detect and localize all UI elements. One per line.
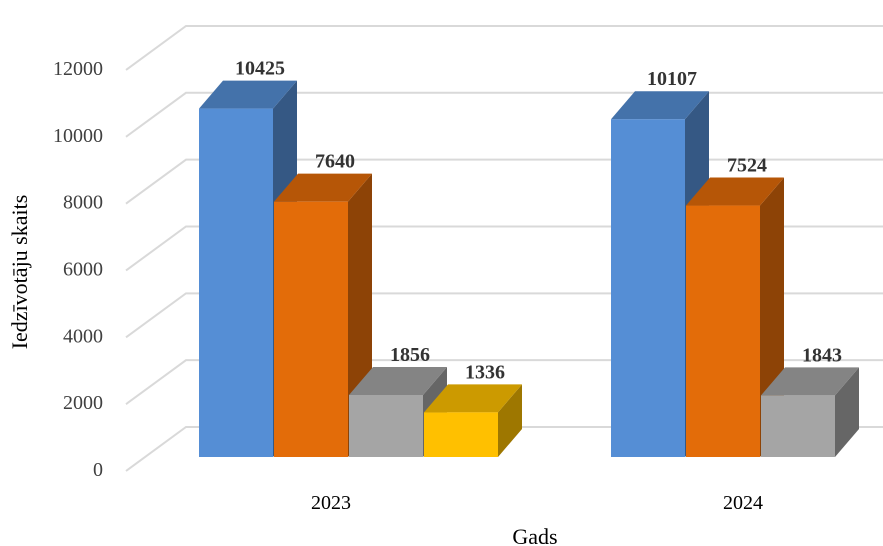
data-labels: 10425 7640 1856 1336 10107 7524 1843: [235, 58, 842, 384]
y-tick-label: 10000: [53, 125, 103, 147]
data-label: 1336: [465, 361, 505, 383]
bar: [199, 108, 273, 457]
y-axis-title: Iedzīvotāju skaits: [7, 195, 32, 350]
y-tick-label: 6000: [63, 258, 103, 280]
x-axis-title: Gads: [512, 524, 557, 546]
y-tick-label: 2000: [63, 392, 103, 414]
bar: [274, 201, 348, 457]
bar-top: [349, 366, 447, 395]
data-label: 10107: [647, 68, 697, 90]
y-tick-label: 12000: [53, 58, 103, 80]
bar-side: [498, 384, 522, 457]
bars: [199, 80, 859, 457]
bar-top: [274, 173, 372, 202]
bar: [761, 395, 835, 457]
bar-top: [686, 177, 784, 206]
bar-top: [761, 367, 859, 396]
data-label: 7524: [727, 155, 767, 177]
bar-side: [835, 367, 859, 457]
data-label: 1843: [802, 344, 842, 366]
y-axis-ticks: 0 2000 4000 6000 8000 10000 12000: [53, 58, 103, 481]
x-axis-categories: 2023 2024: [311, 492, 763, 514]
data-label: 7640: [315, 151, 355, 173]
bar-top: [424, 384, 522, 413]
bar-top: [199, 80, 297, 109]
data-label: 10425: [235, 58, 285, 80]
gridlines: [125, 24, 883, 472]
x-tick-label: 2024: [723, 492, 763, 514]
y-tick-label: 0: [93, 459, 103, 481]
x-tick-label: 2023: [311, 492, 351, 514]
bar-top: [611, 91, 709, 120]
y-tick-label: 8000: [63, 192, 103, 214]
gridline: [125, 24, 883, 71]
bar: [611, 119, 685, 457]
bar: [686, 205, 760, 457]
bar: [424, 412, 498, 457]
data-label: 1856: [390, 344, 430, 366]
bar: [349, 394, 423, 457]
y-tick-label: 4000: [63, 325, 103, 347]
